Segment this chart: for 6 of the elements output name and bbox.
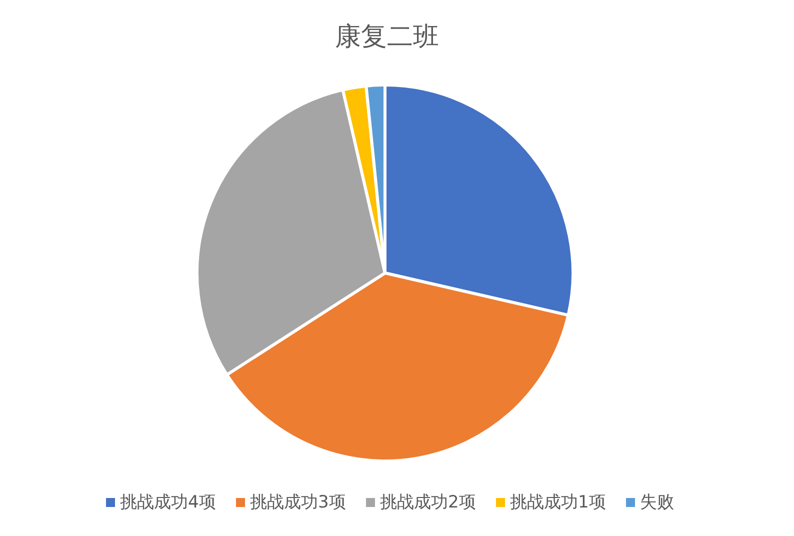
chart-title: 康复二班 [335,22,439,52]
legend-label: 挑战成功3项 [250,492,346,513]
legend-label: 挑战成功1项 [510,492,606,513]
legend-label: 挑战成功4项 [120,492,216,513]
legend-label: 失败 [640,492,674,513]
legend-label: 挑战成功2项 [380,492,476,513]
